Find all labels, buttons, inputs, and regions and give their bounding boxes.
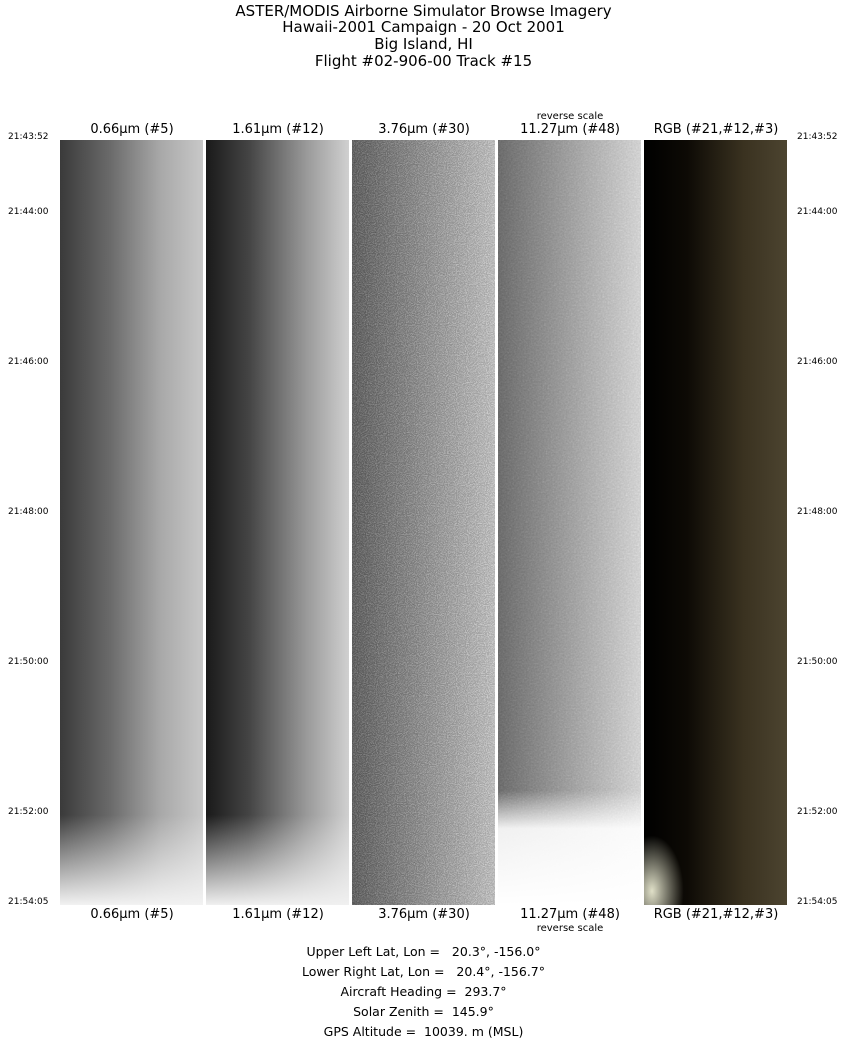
panel-label-bottom-5: RGB (#21,#12,#3)	[653, 907, 779, 922]
time-left-6: 21:52:00	[8, 807, 49, 817]
time-right-2: 21:44:00	[797, 207, 838, 217]
panel-label-top-5: RGB (#21,#12,#3)	[653, 122, 779, 137]
time-left-1: 21:43:52	[8, 132, 49, 142]
panel-note-top-4: reverse scale	[536, 111, 604, 122]
panel-label-bottom-1: 0.66µm (#5)	[90, 907, 174, 922]
panel-note-bottom-4: reverse scale	[536, 923, 604, 934]
panel-label-bottom-3: 3.76µm (#30)	[378, 907, 470, 922]
time-left-5: 21:50:00	[8, 657, 49, 667]
time-right-4: 21:48:00	[797, 507, 838, 517]
image-panel-11-27um	[498, 140, 641, 905]
panel-label-top-2: 1.61µm (#12)	[232, 122, 324, 137]
time-left-3: 21:46:00	[8, 357, 49, 367]
solar-zenith: Solar Zenith = 145.9°	[353, 1004, 494, 1019]
time-right-7: 21:54:05	[797, 897, 838, 907]
image-panel-0-66um	[60, 140, 203, 905]
image-panel-rgb	[644, 140, 787, 905]
title-line-3: Big Island, HI	[374, 35, 473, 53]
gps-altitude: GPS Altitude = 10039. m (MSL)	[323, 1024, 524, 1039]
time-left-2: 21:44:00	[8, 207, 49, 217]
time-right-1: 21:43:52	[797, 132, 838, 142]
panel-label-top-4: 11.27µm (#48)	[520, 122, 620, 137]
time-right-5: 21:50:00	[797, 657, 838, 667]
time-right-3: 21:46:00	[797, 357, 838, 367]
title-line-2: Hawaii-2001 Campaign - 20 Oct 2001	[282, 18, 565, 36]
image-panel-3-76um	[352, 140, 495, 905]
title-line-4: Flight #02-906-00 Track #15	[314, 52, 533, 70]
panel-label-top-3: 3.76µm (#30)	[378, 122, 470, 137]
upper-left-latlon: Upper Left Lat, Lon = 20.3°, -156.0°	[306, 944, 541, 959]
panel-label-bottom-4: 11.27µm (#48)	[520, 907, 620, 922]
time-left-7: 21:54:05	[8, 897, 49, 907]
panel-label-bottom-2: 1.61µm (#12)	[232, 907, 324, 922]
image-panel-1-61um	[206, 140, 349, 905]
time-left-4: 21:48:00	[8, 507, 49, 517]
time-right-6: 21:52:00	[797, 807, 838, 817]
lower-right-latlon: Lower Right Lat, Lon = 20.4°, -156.7°	[301, 964, 546, 979]
title-line-1: ASTER/MODIS Airborne Simulator Browse Im…	[235, 2, 612, 20]
aircraft-heading: Aircraft Heading = 293.7°	[340, 984, 507, 999]
panel-label-top-1: 0.66µm (#5)	[90, 122, 174, 137]
